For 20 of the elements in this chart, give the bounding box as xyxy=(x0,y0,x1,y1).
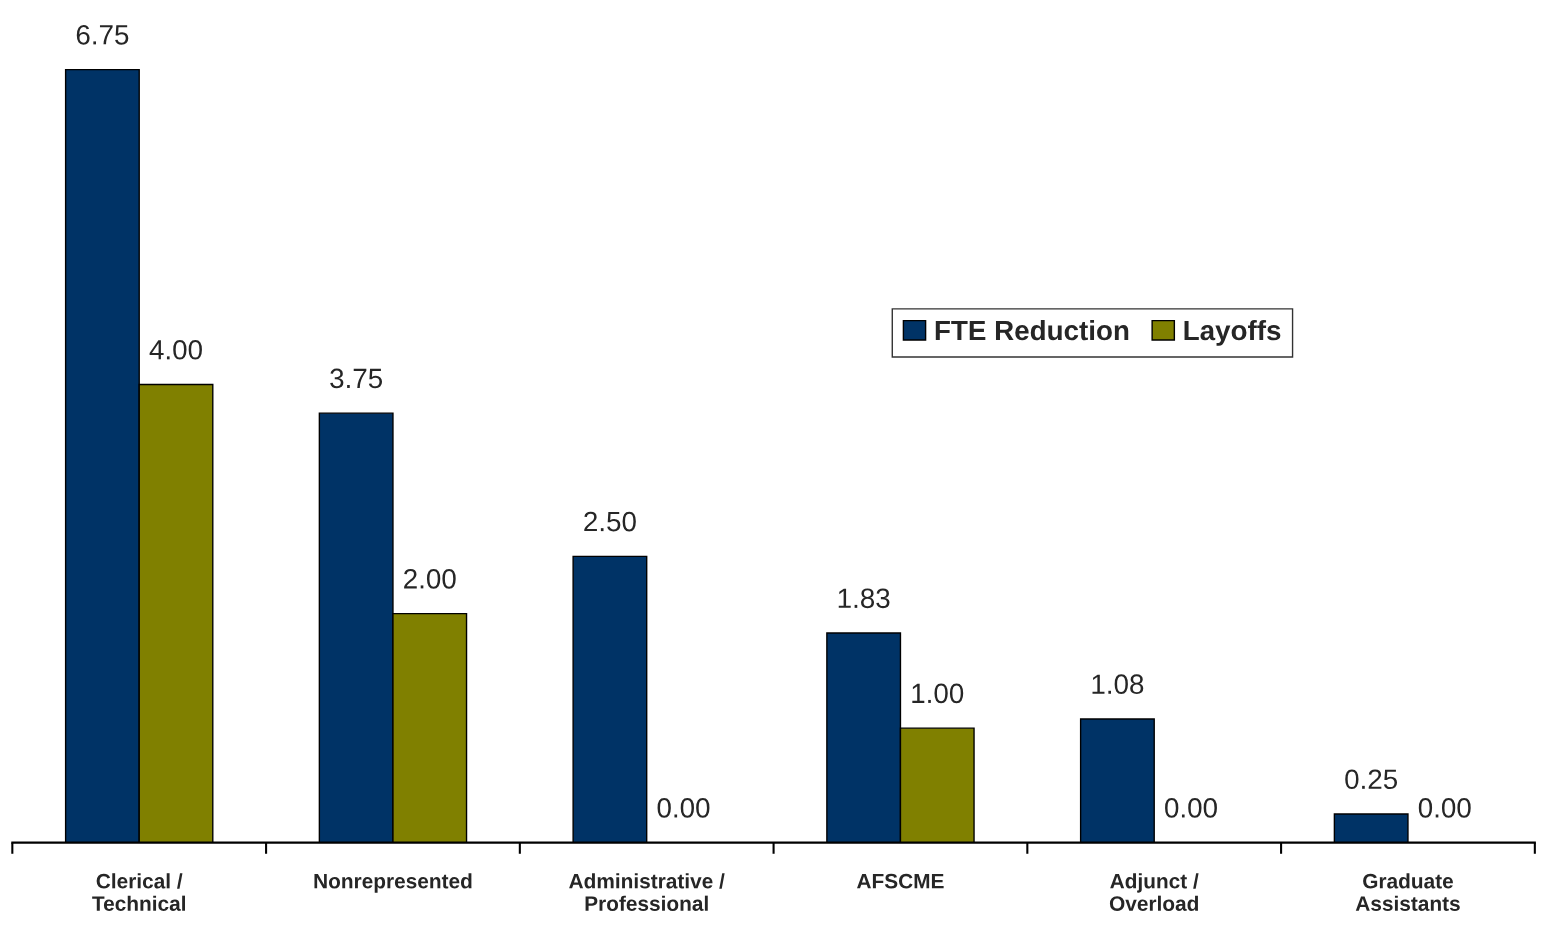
x-tick-label: Clerical / Technical xyxy=(92,873,186,911)
data-label: 4.00 xyxy=(149,339,202,360)
data-label: 1.00 xyxy=(912,683,964,704)
x-tick-label: Nonrepresented xyxy=(314,873,472,893)
data-label: 0.00 xyxy=(1165,798,1217,818)
legend-label: FTE Reduction xyxy=(935,319,1129,341)
x-tick-label: Administrative / Professional xyxy=(569,873,725,911)
data-label: 2.00 xyxy=(404,568,456,589)
data-label: 0.00 xyxy=(1418,798,1471,818)
x-tick-label: Adjunct / Overload xyxy=(1109,873,1199,911)
legend-label: Layoffs xyxy=(1184,319,1281,346)
data-label: 0.00 xyxy=(657,798,710,818)
x-tick-label: Graduate Assistants xyxy=(1355,873,1460,911)
x-tick-label: AFSCME xyxy=(856,873,944,889)
data-label: 1.08 xyxy=(1092,674,1144,695)
data-label: 0.25 xyxy=(1345,769,1398,790)
data-label: 6.75 xyxy=(76,24,129,45)
data-label: 1.83 xyxy=(838,588,890,609)
data-label: 3.75 xyxy=(330,368,383,389)
data-label: 2.50 xyxy=(584,511,636,532)
